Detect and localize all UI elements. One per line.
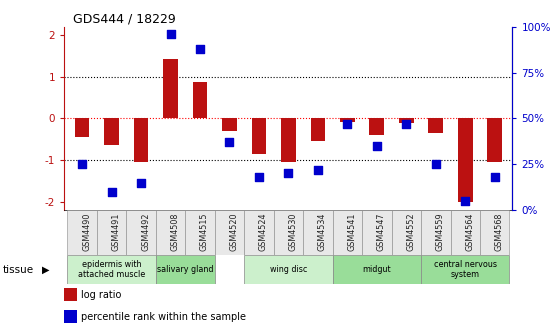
Bar [310, 119, 325, 141]
Bar [74, 119, 90, 137]
Bar [222, 119, 237, 131]
Point [254, 174, 263, 180]
Point [195, 46, 204, 51]
Bar [104, 119, 119, 145]
Bar [156, 210, 185, 255]
Bar [487, 119, 502, 162]
Bar [163, 59, 178, 119]
Text: GSM4491: GSM4491 [111, 212, 120, 251]
Text: GSM4520: GSM4520 [230, 212, 239, 251]
Bar [214, 210, 244, 255]
Text: GSM4530: GSM4530 [288, 212, 297, 251]
Text: GDS444 / 18229: GDS444 / 18229 [73, 13, 176, 26]
Point [284, 171, 293, 176]
Text: midgut: midgut [362, 265, 391, 274]
Point [490, 174, 499, 180]
Bar [67, 210, 97, 255]
Text: percentile rank within the sample: percentile rank within the sample [81, 312, 246, 322]
Text: log ratio: log ratio [81, 290, 122, 300]
Text: salivary gland: salivary gland [157, 265, 213, 274]
Point [166, 32, 175, 37]
Point [461, 198, 470, 204]
Bar [127, 210, 156, 255]
Text: GSM4552: GSM4552 [407, 212, 416, 251]
Text: GSM4568: GSM4568 [494, 212, 503, 251]
Point [431, 162, 440, 167]
Bar [244, 210, 274, 255]
Text: GSM4559: GSM4559 [436, 212, 445, 251]
Text: GSM4534: GSM4534 [318, 212, 327, 251]
Text: GSM4508: GSM4508 [170, 212, 180, 251]
Point [225, 139, 234, 145]
Bar [428, 119, 443, 133]
Text: central nervous
system: central nervous system [434, 260, 497, 279]
Bar [362, 210, 391, 255]
Bar [244, 255, 333, 284]
Bar [251, 119, 267, 154]
Bar [303, 210, 333, 255]
Bar [399, 119, 414, 123]
Bar [340, 119, 354, 122]
Point [314, 167, 323, 172]
Text: GSM4524: GSM4524 [259, 212, 268, 251]
Text: ▶: ▶ [42, 265, 49, 275]
Bar [185, 210, 214, 255]
Bar [67, 255, 156, 284]
Text: wing disc: wing disc [270, 265, 307, 274]
Point [137, 180, 146, 185]
Bar [281, 119, 296, 162]
Bar [370, 119, 384, 135]
Point [343, 121, 352, 127]
Bar [193, 82, 207, 119]
Bar [156, 255, 214, 284]
Point [372, 143, 381, 149]
Bar [333, 255, 421, 284]
Text: GSM4490: GSM4490 [82, 212, 91, 251]
Text: epidermis with
attached muscle: epidermis with attached muscle [78, 260, 145, 279]
Text: tissue: tissue [3, 265, 34, 275]
Bar [421, 210, 450, 255]
Text: GSM4492: GSM4492 [141, 212, 150, 251]
Point [402, 121, 411, 127]
Point [107, 189, 116, 194]
Bar [134, 119, 148, 162]
Bar [421, 255, 510, 284]
Bar [333, 210, 362, 255]
Bar [391, 210, 421, 255]
Text: GSM4564: GSM4564 [465, 212, 474, 251]
Bar [458, 119, 473, 202]
Text: GSM4515: GSM4515 [200, 212, 209, 251]
Text: GSM4547: GSM4547 [377, 212, 386, 251]
Bar [274, 210, 303, 255]
Bar [450, 210, 480, 255]
Point [78, 162, 87, 167]
Text: GSM4541: GSM4541 [347, 212, 356, 251]
Bar [480, 210, 510, 255]
Bar [97, 210, 127, 255]
